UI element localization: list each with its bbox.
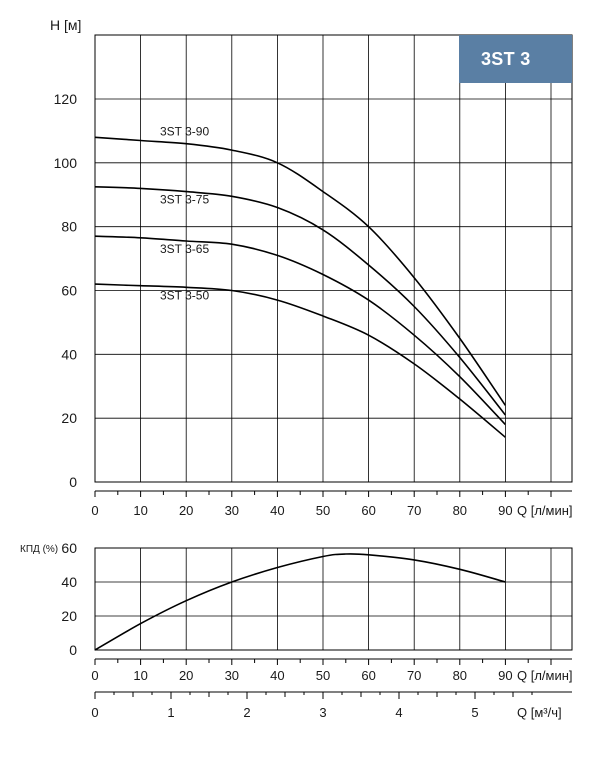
y-tick-label: 60 — [61, 283, 77, 299]
series-label: 3ST 3-50 — [160, 288, 209, 302]
x-tick-label: 60 — [361, 503, 375, 518]
y-tick-label: 120 — [54, 91, 78, 107]
y-tick-label: 20 — [61, 608, 77, 624]
secondary-tick-label: 1 — [167, 705, 174, 720]
secondary-tick-label: 0 — [91, 705, 98, 720]
x-tick-label: 70 — [407, 503, 421, 518]
secondary-axis-label: Q [м³/ч] — [517, 705, 562, 720]
plot-frame-head — [94, 34, 573, 483]
series-line — [94, 136, 507, 406]
x-tick-label: 50 — [316, 503, 330, 518]
x-tick-label: 90 — [498, 668, 512, 683]
series-label: 3ST 3-90 — [160, 125, 209, 139]
x-tick-label: 0 — [91, 503, 98, 518]
series-line — [94, 235, 506, 426]
x-tick-label: 30 — [225, 503, 239, 518]
y-tick-label: 0 — [69, 474, 77, 490]
series-line — [94, 186, 507, 416]
series-label: 3ST 3-65 — [160, 242, 209, 256]
x-tick-label: 60 — [361, 668, 375, 683]
efficiency-line — [94, 553, 506, 651]
y-tick-label: 40 — [61, 346, 77, 362]
y-axis-label: КПД (%) — [20, 544, 58, 555]
y-axis-label: H [м] — [50, 17, 81, 33]
x-tick-label: 40 — [270, 668, 284, 683]
y-tick-label: 0 — [69, 642, 77, 658]
x-tick-label: 90 — [498, 503, 512, 518]
y-tick-label: 40 — [61, 574, 77, 590]
series-label: 3ST 3-75 — [160, 193, 209, 207]
x-tick-label: 10 — [133, 668, 147, 683]
secondary-tick-label: 2 — [243, 705, 250, 720]
x-tick-label: 20 — [179, 668, 193, 683]
x-axis-label: Q [л/мин] — [517, 503, 573, 518]
x-tick-label: 80 — [453, 668, 467, 683]
x-axis-label: Q [л/мин] — [517, 668, 573, 683]
secondary-tick-label: 3 — [319, 705, 326, 720]
x-tick-label: 50 — [316, 668, 330, 683]
y-tick-label: 20 — [61, 410, 77, 426]
y-tick-label: 100 — [54, 155, 78, 171]
secondary-tick-label: 5 — [471, 705, 478, 720]
y-tick-label: 60 — [61, 540, 77, 556]
x-tick-label: 30 — [225, 668, 239, 683]
series-badge: 3ST 3 — [459, 35, 572, 83]
x-tick-label: 80 — [453, 503, 467, 518]
x-tick-label: 20 — [179, 503, 193, 518]
y-tick-label: 80 — [61, 219, 77, 235]
series-line — [94, 283, 506, 438]
x-tick-label: 10 — [133, 503, 147, 518]
x-tick-label: 70 — [407, 668, 421, 683]
x-tick-label: 0 — [91, 668, 98, 683]
secondary-tick-label: 4 — [395, 705, 402, 720]
plot-frame-efficiency — [94, 547, 573, 651]
x-tick-label: 40 — [270, 503, 284, 518]
